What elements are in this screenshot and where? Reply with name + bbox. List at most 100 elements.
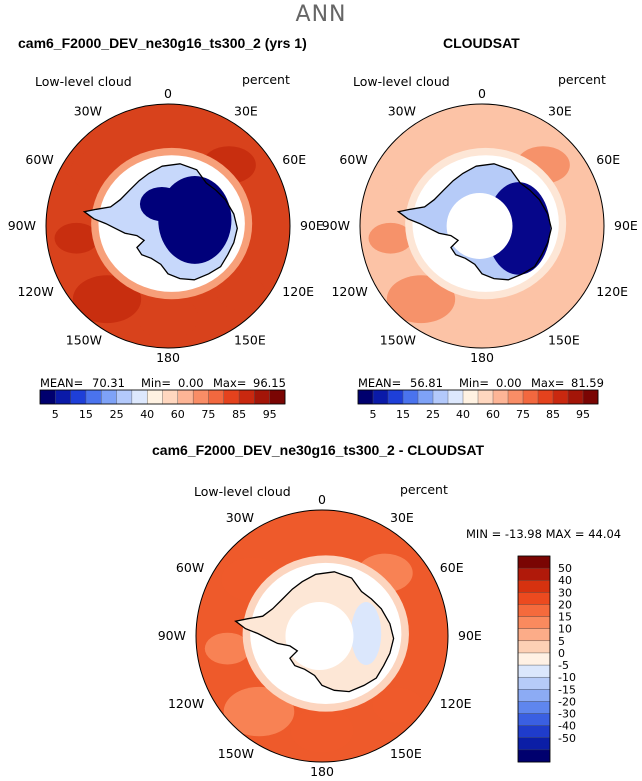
colorbar-swatch xyxy=(39,389,56,405)
lon-label-90W: 90W xyxy=(8,218,36,233)
colorbar-tick-label: 95 xyxy=(576,408,590,421)
panel2-min-value: 0.00 xyxy=(496,376,522,390)
panel1-max-value: 96.15 xyxy=(253,376,286,390)
lon-label-120E: 120E xyxy=(282,284,314,299)
colorbar-swatch xyxy=(517,676,551,690)
colorbar-swatch xyxy=(357,389,374,405)
horizontal-colorbar-2: 5 15 25 40 60 75 85 95 xyxy=(357,389,599,421)
colorbar-swatch xyxy=(492,389,509,405)
ocean-field xyxy=(360,104,604,348)
lon-label-30E: 30E xyxy=(390,510,414,525)
lon-label-150W: 150W xyxy=(218,746,254,761)
lon-label-90E: 90E xyxy=(300,218,324,233)
colorbar-swatch xyxy=(208,389,225,405)
colorbar-tick-label: 75 xyxy=(201,408,215,421)
colorbar-swatch xyxy=(192,389,209,405)
lon-label-120E: 120E xyxy=(596,284,628,299)
colorbar-swatch xyxy=(537,389,554,405)
colorbar-swatch xyxy=(517,713,551,727)
colorbar-swatch xyxy=(269,389,286,405)
lon-label-120W: 120W xyxy=(331,284,367,299)
colorbar-swatch xyxy=(517,652,551,666)
panel1-units-label: percent xyxy=(242,72,290,87)
colorbar-tick-label: 5 xyxy=(558,635,565,648)
colorbar-swatch xyxy=(517,616,551,630)
colorbar-tick-label: 60 xyxy=(171,408,185,421)
panel2-variable-label: Low-level cloud xyxy=(353,74,450,89)
colorbar-swatch xyxy=(238,389,255,405)
colorbar-swatch xyxy=(417,389,434,405)
lon-label-30W: 30W xyxy=(226,510,254,525)
ocean-field xyxy=(46,104,290,348)
lon-label-30W: 30W xyxy=(74,104,102,119)
colorbar-tick-label: -5 xyxy=(558,659,569,672)
colorbar-tick-label: -15 xyxy=(558,683,576,696)
lon-label-60W: 60W xyxy=(176,560,204,575)
map-boundary xyxy=(195,509,449,763)
lon-label-60W: 60W xyxy=(25,152,53,167)
colorbar-swatch xyxy=(517,580,551,593)
horizontal-colorbar-1: 5 15 25 40 60 75 85 95 xyxy=(39,389,286,421)
lon-label-90W: 90W xyxy=(322,218,350,233)
colorbar-swatch xyxy=(101,389,118,405)
colorbar-swatch xyxy=(55,389,72,405)
coastline xyxy=(82,163,238,281)
colorbar-swatch xyxy=(517,689,551,702)
colorbar-swatch xyxy=(552,389,569,405)
colorbar-tick-label: 25 xyxy=(110,408,124,421)
colorbar-tick-label: 15 xyxy=(558,611,572,624)
colorbar-swatch xyxy=(517,592,551,605)
lon-label-0: 0 xyxy=(478,86,486,101)
colorbar-swatch xyxy=(387,389,404,405)
colorbar-swatch xyxy=(162,389,179,405)
colorbar-swatch xyxy=(432,389,449,405)
colorbar-swatch xyxy=(517,725,551,739)
panel3-variable-label: Low-level cloud xyxy=(194,484,291,499)
colorbar-swatch xyxy=(517,640,551,654)
lon-label-150W: 150W xyxy=(66,332,102,347)
lon-label-30W: 30W xyxy=(388,104,416,119)
colorbar-swatch xyxy=(402,389,419,405)
panel1-variable-label: Low-level cloud xyxy=(35,74,132,89)
colorbar-tick-label: 95 xyxy=(263,408,277,421)
map-boundary xyxy=(359,103,605,349)
colorbar-swatch xyxy=(517,737,551,751)
panel1-mean-value: 70.31 xyxy=(92,376,125,390)
lon-label-30E: 30E xyxy=(234,104,258,119)
colorbar-tick-label: -20 xyxy=(558,695,576,708)
colorbar-tick-label: 40 xyxy=(456,408,470,421)
lon-label-0: 0 xyxy=(318,492,326,507)
colorbar-swatch xyxy=(517,555,551,569)
colorbar-tick-label: 15 xyxy=(79,408,93,421)
panel2-units-label: percent xyxy=(558,72,606,87)
panel2-max-label: Max= xyxy=(531,376,565,390)
lon-label-0: 0 xyxy=(164,86,172,101)
colorbar-swatch xyxy=(372,389,389,405)
colorbar-swatch xyxy=(517,567,551,581)
colorbar-swatch xyxy=(462,389,479,405)
colorbar-swatch xyxy=(522,389,539,405)
colorbar-swatch xyxy=(70,389,87,405)
colorbar-tick-label: 60 xyxy=(486,408,500,421)
figure-suptitle: ANN xyxy=(295,2,347,27)
colorbar-tick-label: 75 xyxy=(516,408,530,421)
colorbar-tick-label: -50 xyxy=(558,732,576,745)
lon-label-60E: 60E xyxy=(596,152,620,167)
map-boundary xyxy=(45,103,291,349)
colorbar-tick-label: -10 xyxy=(558,671,576,684)
colorbar-swatch xyxy=(116,389,133,405)
lon-label-180: 180 xyxy=(310,764,334,779)
panel3-title: cam6_F2000_DEV_ne30g16_ts300_2 - CLOUDSA… xyxy=(152,442,485,458)
panel1-min-label: Min= xyxy=(141,376,172,390)
lon-label-120E: 120E xyxy=(440,696,472,711)
colorbar-swatch xyxy=(517,701,551,715)
colorbar-tick-label: 5 xyxy=(52,408,59,421)
panel2-title: CLOUDSAT xyxy=(443,35,520,51)
colorbar-tick-label: 40 xyxy=(558,574,572,587)
lon-label-150E: 150E xyxy=(390,746,422,761)
colorbar-swatch xyxy=(477,389,494,405)
colorbar-swatch xyxy=(177,389,194,405)
colorbar-tick-label: 20 xyxy=(558,599,572,612)
lon-label-30E: 30E xyxy=(548,104,572,119)
colorbar-tick-label: 40 xyxy=(140,408,154,421)
